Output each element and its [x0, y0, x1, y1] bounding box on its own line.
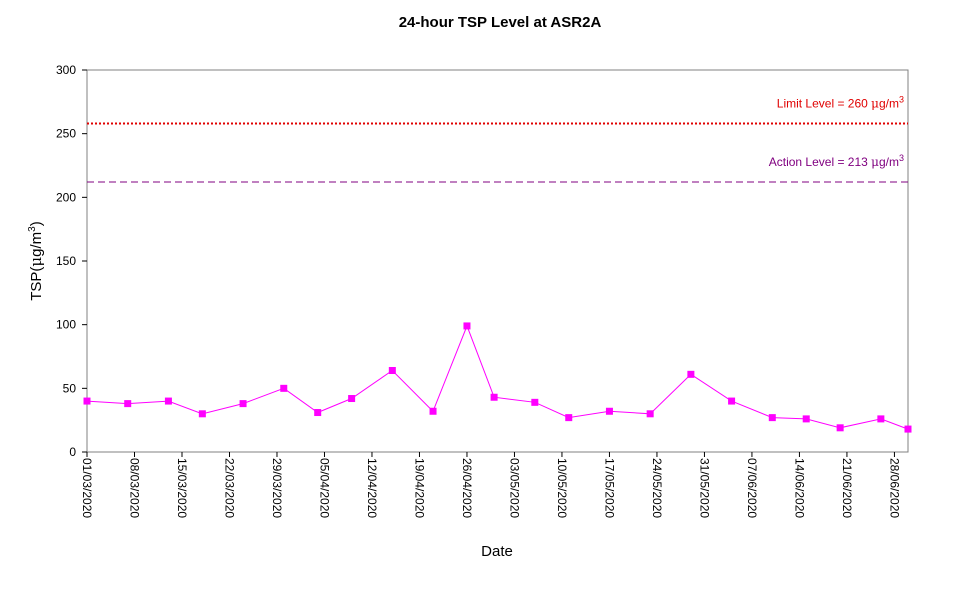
x-tick-label: 29/03/2020 [270, 458, 284, 518]
x-tick-label: 08/03/2020 [127, 458, 141, 518]
x-tick-label: 24/05/2020 [650, 458, 664, 518]
data-point-marker [728, 397, 736, 405]
x-tick-label: 03/05/2020 [507, 458, 521, 518]
x-tick-label: 17/05/2020 [602, 458, 616, 518]
x-tick-label: 26/04/2020 [460, 458, 474, 518]
data-point-marker [836, 424, 844, 432]
y-tick-label: 300 [56, 63, 76, 77]
x-tick-label: 21/06/2020 [840, 458, 854, 518]
data-point-marker [531, 398, 539, 406]
x-axis-label: Date [481, 543, 513, 560]
data-point-marker [164, 397, 172, 405]
reference-line-label: Limit Level = 260 μg/m3 [777, 94, 904, 110]
x-tick-label: 28/06/2020 [887, 458, 901, 518]
data-point-marker [239, 400, 247, 408]
data-point-marker [565, 414, 573, 422]
data-point-marker [429, 407, 437, 415]
data-point-marker [768, 414, 776, 422]
y-tick-label: 200 [56, 190, 76, 204]
x-tick-label: 14/06/2020 [792, 458, 806, 518]
data-point-marker [646, 410, 654, 418]
reference-line-label: Action Level = 213 μg/m3 [769, 153, 904, 169]
x-tick-label: 15/03/2020 [175, 458, 189, 518]
y-tick-label: 250 [56, 127, 76, 141]
x-tick-label: 22/03/2020 [222, 458, 236, 518]
data-point-marker [802, 415, 810, 423]
data-point-marker [124, 400, 132, 408]
x-tick-label: 05/04/2020 [317, 458, 331, 518]
y-tick-label: 150 [56, 254, 76, 268]
data-point-marker [314, 409, 322, 417]
data-point-marker [83, 397, 91, 405]
x-axis: 01/03/2020 08/03/2020 15/03/2020 22/03/2020… [80, 452, 901, 518]
chart-title: 24-hour TSP Level at ASR2A [399, 14, 602, 31]
data-point-marker [605, 407, 613, 415]
reference-lines: Limit Level = 260 μg/m3 Action Level = 21… [87, 94, 908, 183]
y-tick-label: 0 [69, 445, 76, 459]
data-point-marker [687, 370, 695, 378]
y-axis: 0 50 100 150 200 250 300 [56, 63, 87, 459]
data-point-marker [463, 322, 471, 330]
data-point-marker [490, 393, 498, 401]
y-axis-label: TSP(μg/m3) [27, 221, 45, 301]
data-point-marker [877, 415, 885, 423]
data-point-marker [280, 384, 288, 392]
series-line [86, 324, 909, 430]
x-tick-label: 12/04/2020 [365, 458, 379, 518]
data-point-marker [904, 425, 912, 433]
data-point-marker [348, 395, 356, 403]
data-point-marker [198, 410, 206, 418]
x-tick-label: 01/03/2020 [80, 458, 94, 518]
x-tick-label: 07/06/2020 [745, 458, 759, 518]
y-tick-label: 50 [63, 381, 77, 395]
y-tick-label: 100 [56, 318, 76, 332]
series-group [83, 322, 912, 433]
x-tick-label: 19/04/2020 [412, 458, 426, 518]
x-tick-label: 10/05/2020 [555, 458, 569, 518]
x-tick-label: 31/05/2020 [697, 458, 711, 518]
data-point-marker [388, 367, 396, 375]
